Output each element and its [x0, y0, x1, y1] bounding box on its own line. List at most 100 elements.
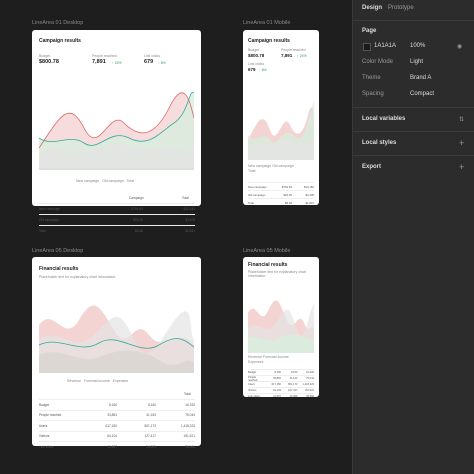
row-value[interactable]: Light [410, 59, 424, 65]
table-row: Users 617,150 801,173 1,418,323 [39, 420, 195, 431]
tab[interactable]: Design [362, 5, 383, 11]
stat-label: People reached [92, 54, 117, 58]
table-cell: Budget [39, 402, 50, 407]
table-cell: 8,160 [109, 402, 117, 407]
table-row: Link clicks 11,657 24,309 35,966 [248, 393, 314, 399]
frame-label[interactable]: LineArea 05 Mobile [243, 248, 291, 254]
table-cell: 11,657 [273, 395, 281, 398]
tab[interactable]: Prototype [388, 5, 414, 11]
divider [352, 131, 474, 132]
row-value[interactable]: Brand A [410, 75, 432, 81]
table: Budget 8,160 8,160 16,320 People reached 33,8… [39, 399, 195, 452]
table-row: People reached 33,881 41,163 75,044 [39, 409, 195, 421]
table-cell: Link clicks [39, 444, 54, 449]
table-cell: 33,881 [107, 413, 117, 418]
section-title[interactable]: Export [362, 164, 382, 170]
table-cell: $764.63 [131, 207, 143, 211]
add-icon[interactable]: + [459, 138, 465, 148]
eye-icon[interactable]: ◉ [457, 44, 463, 50]
design-panel: Design Prototype Page 1A1A1A 100% ◉ Colo… [352, 0, 474, 474]
table-cell: 8,160 [274, 371, 282, 374]
title: Financial results [39, 266, 79, 272]
th: Campaign [129, 196, 144, 200]
table-cell: 41,163 [289, 377, 298, 380]
table-cell: 35,966 [185, 444, 195, 449]
table-cell: $3,405 [305, 192, 314, 197]
swatch[interactable] [363, 43, 371, 51]
table-cell: 24,309 [289, 395, 298, 398]
table-cell: 16,320 [306, 371, 314, 374]
table-cell: Visitors [39, 434, 50, 439]
add-icon[interactable]: + [459, 162, 465, 172]
table-cell: 11,657 [107, 444, 117, 449]
section-title[interactable]: Local styles [362, 140, 397, 146]
area-chart [248, 100, 314, 160]
section-title[interactable]: Local variables [362, 116, 406, 122]
table-cell: People reached [39, 413, 62, 418]
table-row: New campaign $764.63 $10,184 [39, 203, 195, 214]
table-cell: 64,104 [273, 389, 281, 392]
area-chart [39, 92, 194, 170]
stat-change: ↑ 24% [112, 61, 122, 65]
stat-change: ↑ 6% [158, 61, 166, 65]
stat-value: $800.78 [39, 59, 59, 65]
table-cell: 33,881 [273, 377, 281, 380]
table-cell: 41,163 [146, 413, 156, 418]
campaign-card: Campaign results Budget $800.78 People r… [32, 30, 201, 233]
table: Budget 8,160 8,160 16,320 People reached 33,8… [248, 369, 314, 399]
stat-label: Budget [248, 48, 260, 52]
opacity-value[interactable]: 100% [410, 43, 426, 49]
frame-label[interactable]: LineArea 05 Desktop [32, 248, 84, 254]
stat-value: 7,891 [92, 59, 106, 65]
table-cell: Old campaign [248, 192, 266, 197]
subtitle: Placeholder text for explanatory chart i… [248, 270, 306, 278]
title: Campaign results [248, 38, 290, 44]
row-label: Spacing [362, 91, 384, 97]
table-cell: 75,044 [306, 377, 314, 380]
frame-label[interactable]: LineArea 01 Mobile [243, 20, 291, 26]
stat-change: ↑ 24% [297, 54, 307, 58]
table-cell: 24,309 [146, 444, 156, 449]
table-cell: 8,160 [148, 402, 156, 407]
divider [352, 20, 474, 21]
table-cell: Users [39, 423, 48, 428]
stat-label: Link clicks [248, 62, 264, 66]
table-cell: $10,184 [183, 207, 195, 211]
table-cell: $3,405 [185, 218, 195, 222]
stat-value: $800.78 [248, 53, 265, 58]
table-row: Old campaign $24.45 $3,405 [248, 190, 314, 198]
table-cell: Link clicks [248, 395, 260, 398]
row-label: Theme [362, 75, 381, 81]
table-row: Visitors 64,104 127,417 191,521 [39, 430, 195, 442]
table-cell: New campaign [248, 184, 267, 189]
table-cell: 8,160 [291, 371, 298, 374]
divider [352, 107, 474, 108]
table-row: Total $8.48 $1,831 [39, 225, 195, 236]
table: New campaign $764.63 $10,184 Old campaign $2… [248, 182, 314, 206]
subtitle: Placeholder text for explanatory chart i… [39, 275, 117, 279]
table-row: People reached 33,881 41,163 75,044 [248, 375, 314, 382]
table-cell: 617,150 [271, 383, 281, 386]
row-value[interactable]: Compact [410, 91, 435, 97]
area-chart [39, 305, 194, 373]
table-cell: 127,417 [144, 434, 156, 439]
stat-change: ↑ 6% [259, 68, 267, 72]
table-cell: Users [248, 383, 255, 386]
area-chart [248, 300, 314, 353]
table-row: Link clicks 11,657 24,309 35,966 [39, 441, 195, 452]
icon[interactable]: ⇅ [459, 117, 465, 123]
table-cell: $1,831 [185, 229, 195, 233]
color-value[interactable]: 1A1A1A [374, 43, 397, 49]
section-title: Page [362, 28, 377, 34]
table-cell: $1,831 [305, 200, 314, 205]
table-cell: People reached [248, 375, 258, 382]
table-cell: $764.63 [281, 184, 292, 189]
frame-label[interactable]: LineArea 01 Desktop [32, 20, 84, 26]
title: Financial results [248, 262, 288, 268]
stat-label: Budget [39, 54, 51, 58]
stat-value: 7,891 [281, 53, 293, 58]
table-cell: Total [248, 200, 254, 205]
table-cell: 127,417 [288, 389, 298, 392]
legend: New campaign Old campaign Total [248, 164, 294, 173]
